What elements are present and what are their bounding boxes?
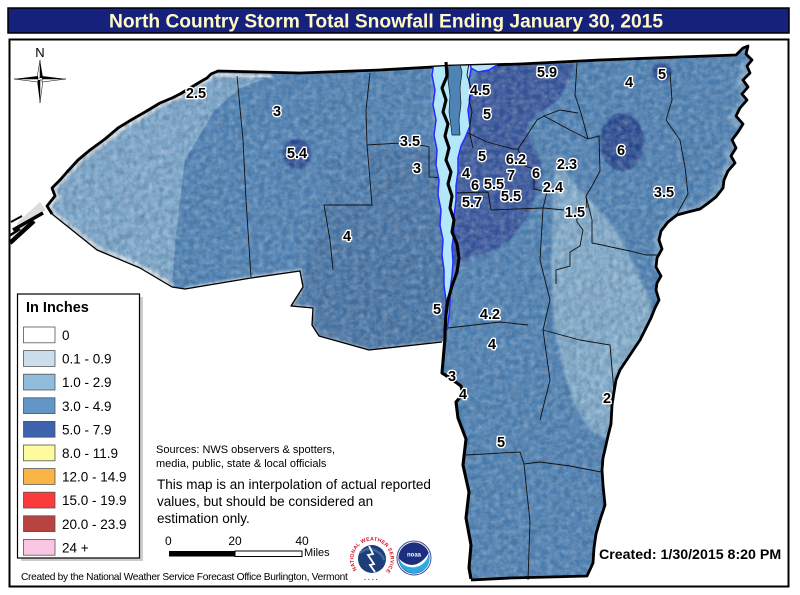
svg-text:This map is an interpolation o: This map is an interpolation of actual r… (157, 477, 431, 492)
svg-text:4: 4 (488, 337, 496, 353)
svg-text:2.4: 2.4 (543, 180, 563, 196)
svg-text:0: 0 (62, 328, 70, 343)
svg-text:North Country Storm Total Snow: North Country Storm Total Snowfall Endin… (109, 12, 663, 33)
svg-text:3.0 - 4.9: 3.0 - 4.9 (62, 399, 112, 414)
svg-text:2.3: 2.3 (557, 157, 577, 173)
svg-text:2: 2 (603, 391, 611, 407)
svg-text:5.7: 5.7 (462, 195, 482, 211)
svg-text:1.5: 1.5 (565, 205, 585, 221)
svg-text:4.5: 4.5 (470, 83, 490, 99)
svg-text:8.0 - 11.9: 8.0 - 11.9 (62, 446, 118, 461)
svg-text:5: 5 (658, 67, 666, 83)
svg-text:3.5: 3.5 (654, 185, 674, 201)
svg-text:noaa: noaa (407, 553, 422, 559)
svg-text:40: 40 (295, 534, 309, 548)
svg-text:7: 7 (507, 168, 515, 184)
svg-text:5: 5 (478, 149, 486, 165)
svg-text:4: 4 (462, 166, 470, 182)
svg-text:4: 4 (625, 75, 633, 91)
svg-text:3: 3 (413, 161, 421, 177)
svg-text:5.4: 5.4 (287, 146, 307, 162)
svg-text:N: N (35, 45, 44, 60)
svg-text:4: 4 (459, 387, 467, 403)
svg-text:2.5: 2.5 (186, 86, 206, 102)
svg-text:12.0 - 14.9: 12.0 - 14.9 (62, 470, 127, 485)
svg-text:media, public, state & local: media, public, state & local officials (156, 458, 327, 470)
svg-text:5.9: 5.9 (537, 65, 557, 81)
svg-text:20.0 - 23.9: 20.0 - 23.9 (62, 517, 127, 532)
svg-text:estimation only.: estimation only. (157, 511, 250, 526)
svg-text:5: 5 (483, 107, 491, 123)
svg-text:3.5: 3.5 (400, 134, 420, 150)
svg-text:5.5: 5.5 (484, 177, 504, 193)
svg-text:In Inches: In Inches (26, 300, 89, 316)
svg-text:3: 3 (448, 369, 456, 385)
svg-text:24 +: 24 + (62, 540, 89, 555)
svg-text:0: 0 (165, 534, 172, 548)
svg-text:6: 6 (471, 178, 479, 194)
svg-text:5.5: 5.5 (501, 189, 521, 205)
svg-text:6: 6 (617, 143, 625, 159)
svg-text:0.1 - 0.9: 0.1 - 0.9 (62, 352, 112, 367)
svg-text:Sources: NWS observers & spott: Sources: NWS observers & spotters, (156, 444, 335, 456)
svg-text:6.2: 6.2 (506, 152, 526, 168)
svg-text:15.0 - 19.9: 15.0 - 19.9 (62, 493, 127, 508)
svg-text:20: 20 (228, 534, 242, 548)
svg-text:5.0 - 7.9: 5.0 - 7.9 (62, 422, 112, 437)
svg-text:6: 6 (532, 166, 540, 182)
svg-text:Miles: Miles (304, 547, 330, 559)
svg-text:Created: 1/30/2015 8:20 PM: Created: 1/30/2015 8:20 PM (599, 547, 781, 563)
svg-text:values, but should be consider: values, but should be considered an (157, 494, 373, 509)
svg-text:3: 3 (273, 104, 281, 120)
svg-text:1.0 - 2.9: 1.0 - 2.9 (62, 375, 112, 390)
svg-text:4: 4 (343, 229, 351, 245)
svg-text:. . . .: . . . . (364, 575, 378, 582)
svg-text:4.2: 4.2 (480, 307, 500, 323)
svg-text:Created by the National Weathe: Created by the National Weather Service … (21, 572, 348, 583)
svg-text:5: 5 (497, 435, 505, 451)
svg-text:5: 5 (433, 302, 441, 318)
